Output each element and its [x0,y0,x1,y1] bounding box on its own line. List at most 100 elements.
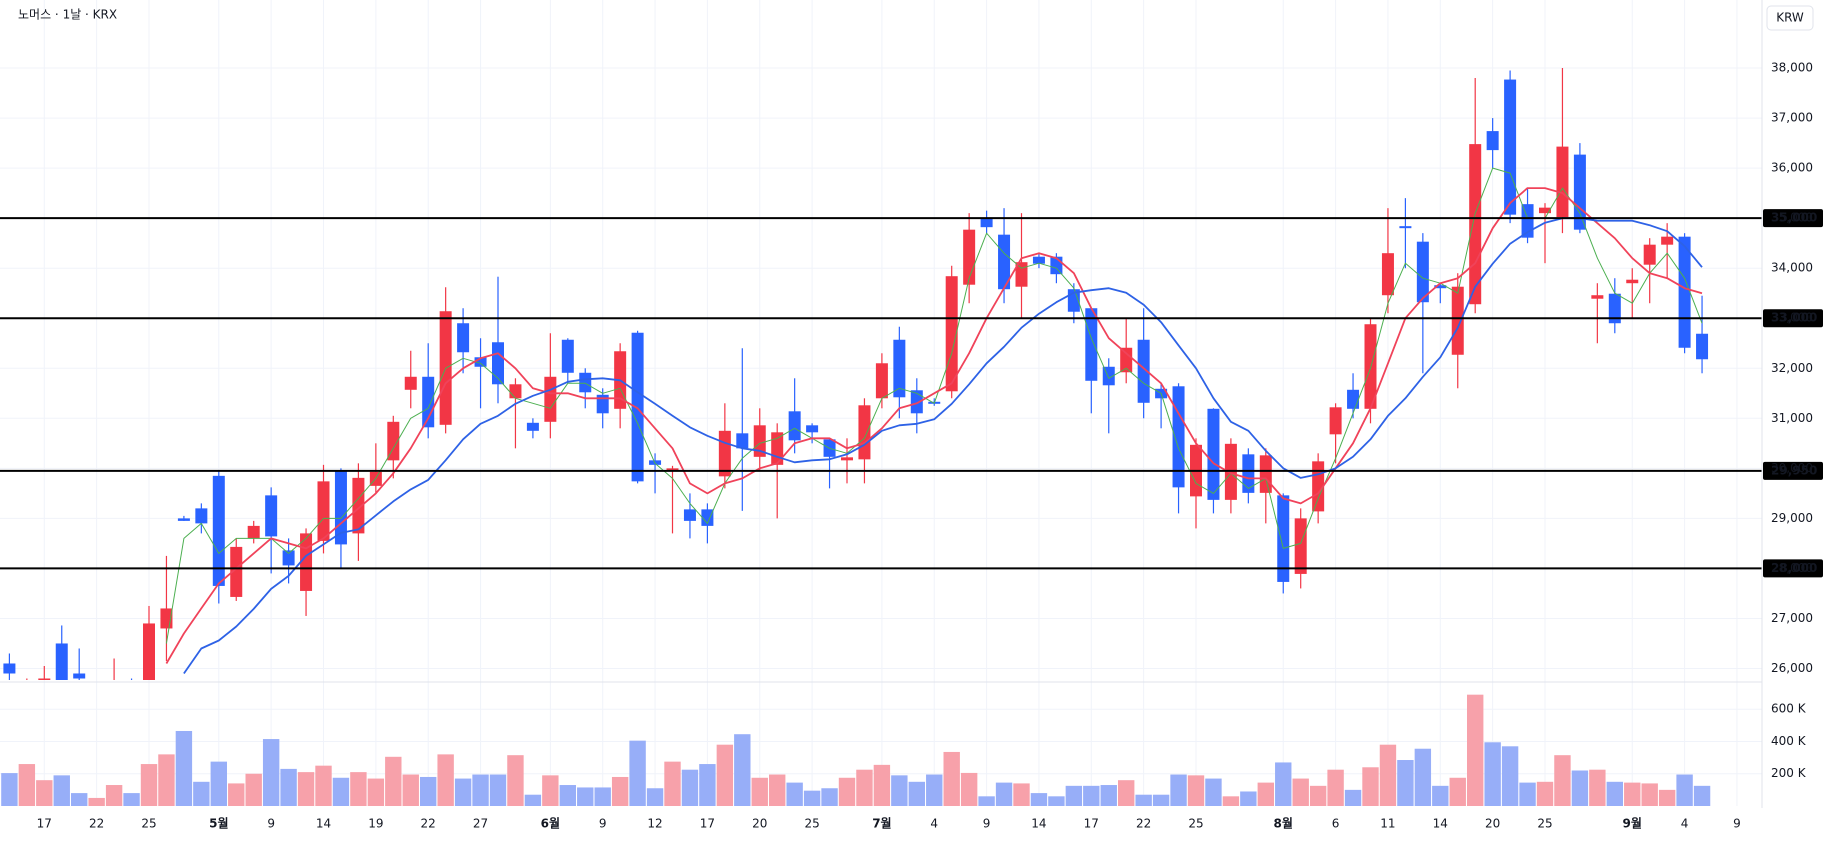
x-tick-label: 22 [89,817,104,831]
x-tick-label: 12 [647,817,662,831]
y-tick-label: 30,000 [1771,461,1813,475]
candle-body [1224,443,1237,500]
candle-body [1661,236,1674,245]
candle-body [177,518,190,521]
volume-bar [88,797,105,806]
candle-body [753,425,766,457]
candle-body [55,643,68,680]
volume-bar [228,783,245,806]
volume-bar [1257,782,1274,806]
y-tick-label: 38,000 [1771,61,1813,75]
candle-body [1434,285,1447,289]
volume-bar [1571,770,1589,806]
y-tick-label: 26,000 [1771,661,1813,675]
level-label: 33,000 [1771,311,1817,325]
volume-bar [53,775,70,806]
volume-bar [262,739,280,806]
volume-bar [751,777,768,806]
volume-bar [350,772,367,806]
volume-bar [995,782,1013,806]
candle-body [1085,308,1098,381]
candle-body [1347,389,1360,409]
volume-bar [1083,785,1100,806]
candle-body [1608,293,1621,324]
volume-bar [1397,760,1414,806]
volume-bar [1467,694,1484,806]
volume-bar [1275,762,1292,806]
volume-bar [1187,775,1205,806]
x-tick-label: 6 [1332,817,1340,831]
volume-bar [1379,744,1397,806]
volume-bar [1135,794,1152,806]
volume-bar [629,740,646,806]
x-tick-label: 25 [1188,817,1203,831]
x-tick-label: 25 [1537,817,1552,831]
candle-body [1381,253,1394,296]
volume-pane [1,694,1711,806]
y-tick-label: 33,000 [1771,311,1813,325]
level-label-box [1763,209,1823,228]
currency-button[interactable] [1766,5,1814,31]
volume-bar [123,793,140,806]
candle-body [230,546,243,597]
candle-body [1329,407,1342,435]
candle-body [561,339,574,373]
volume-bar [786,782,803,806]
candle-body [1643,244,1656,265]
candle-body [963,229,976,285]
volume-bar [437,754,454,806]
candle-body [282,550,295,566]
candle-body [1678,236,1691,348]
volume-bar [908,781,925,806]
volume-tick-label: 200 K [1771,766,1807,780]
volume-bar [664,761,681,806]
x-tick-label: 5월 [209,816,228,831]
x-tick-label: 9 [1733,817,1741,831]
volume-bar [472,774,489,806]
chart-title: 노머스 · 1날 · KRX [18,8,117,22]
candle-body [1242,454,1255,493]
candle-body [265,495,278,537]
x-tick-label: 20 [1485,817,1500,831]
volume-bar [1013,783,1030,806]
y-tick-label: 31,000 [1771,411,1813,425]
volume-bar [1152,794,1170,806]
volume-bar [978,796,995,806]
candle-body [1626,279,1639,284]
x-tick-label: 14 [1433,817,1448,831]
currency-label[interactable]: KRW [1776,11,1804,25]
x-tick-label: 9 [267,817,275,831]
volume-bar [716,744,734,806]
volume-bar [891,775,908,806]
volume-bar [1432,785,1449,806]
candle-body [422,376,435,428]
volume-bar [71,793,88,806]
candle-body [1294,518,1307,574]
volume-bar [594,787,611,806]
volume-bar [175,730,193,806]
volume-bar [297,772,315,806]
candle-body [387,421,400,461]
volume-bar [1589,769,1606,806]
volume-bar [385,756,402,806]
candle-body [1172,386,1185,488]
volume-bar [402,774,419,806]
volume-bar [960,772,978,806]
volume-bar [681,769,699,806]
volume-bar [577,787,594,806]
y-tick-label: 35,000 [1771,211,1813,225]
x-tick-label: 27 [473,817,488,831]
volume-bar [1362,767,1379,806]
x-tick-label: 19 [368,817,383,831]
volume-bar [699,764,716,806]
volume-bar [1501,746,1519,806]
candle-body [317,481,330,541]
y-tick-label: 27,000 [1771,611,1813,625]
candle-body [1277,495,1290,582]
x-tick-label: 22 [1136,817,1151,831]
x-tick-label: 9 [983,817,991,831]
candle-body [509,384,522,399]
volume-bar [1519,782,1536,806]
